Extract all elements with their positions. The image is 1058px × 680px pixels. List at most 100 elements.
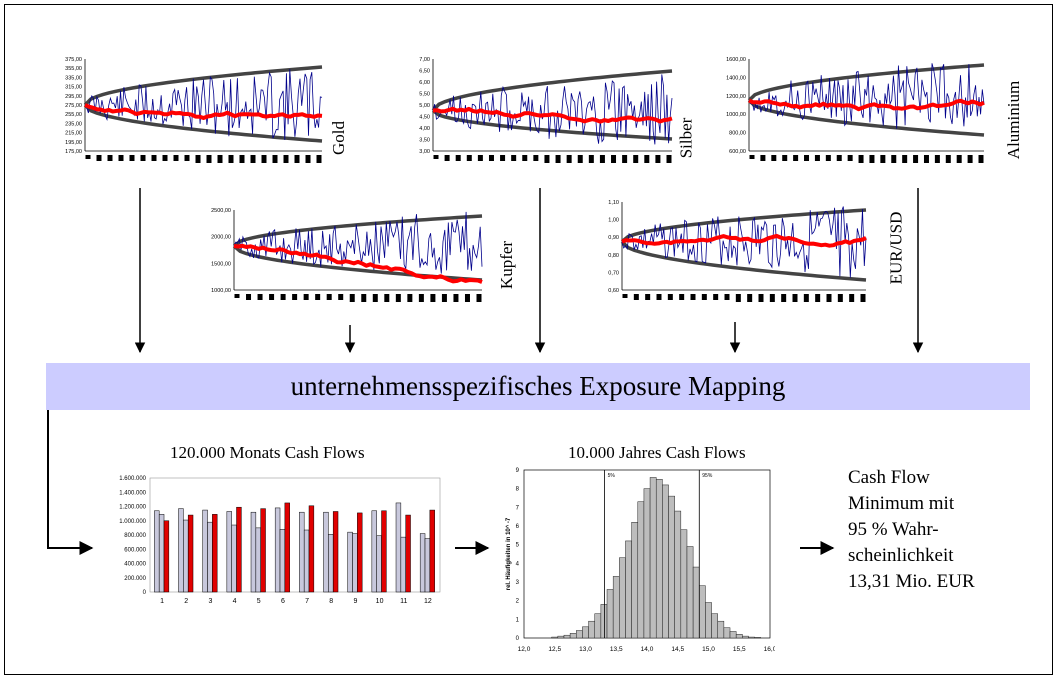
expected-price-path (432, 106, 673, 124)
x-tick-mark (455, 155, 461, 161)
y-tick-label: 1 (516, 617, 520, 623)
x-tick-mark (257, 294, 263, 300)
y-tick-label: 215,00 (65, 131, 82, 137)
histogram-bar (649, 477, 657, 639)
y-tick-label: 255,00 (65, 112, 82, 118)
x-tick-mark (735, 294, 741, 302)
x-tick-label: 3 (208, 598, 212, 605)
x-tick-mark (433, 155, 439, 159)
x-tick-mark (967, 155, 973, 163)
monthly-chart-title: 120.000 Monats Cash Flows (170, 443, 365, 462)
x-tick-mark (769, 294, 775, 302)
simulated-price-path (84, 69, 323, 141)
x-tick-mark (407, 294, 413, 302)
result-text: Cash Flow Minimum mit 95 % Wahr- scheinl… (848, 465, 975, 595)
x-tick-label: 9 (353, 598, 357, 605)
x-tick-label: 12,5 (548, 646, 561, 653)
x-tick-label: 7 (305, 598, 309, 605)
bar (274, 507, 281, 593)
bar (419, 533, 426, 593)
x-tick-mark (269, 294, 275, 300)
bar (154, 510, 160, 593)
x-tick-mark (294, 155, 300, 163)
histogram-bar (692, 566, 700, 639)
result-line-5: 13,31 Mio. EUR (848, 571, 975, 592)
y-tick-label: 235,00 (65, 121, 82, 127)
y-tick-label: 0,60 (608, 288, 619, 294)
x-tick-mark (837, 294, 843, 302)
y-tick-label: 1600,00 (726, 57, 746, 63)
y-tick-label: 1000,00 (726, 112, 746, 118)
gold-label: Gold (329, 121, 348, 155)
yearly-cashflow-histogram: 9 8 7 6 5 4 3 2 1 0 rel. Häufigkeiten in 10^ -7 12,… (506, 468, 775, 653)
bar (183, 519, 189, 593)
quantile-5-label: 5% (608, 473, 616, 479)
x-tick-mark (934, 155, 940, 163)
x-tick-mark (611, 155, 617, 163)
y-tick-label: 335,00 (65, 75, 82, 81)
x-tick-mark (430, 294, 436, 302)
bar (226, 511, 232, 593)
x-tick-label: 12 (424, 598, 432, 605)
kupfer-label: Kupfer (497, 240, 517, 290)
x-tick-mark (923, 155, 929, 163)
x-tick-mark (758, 294, 764, 302)
bar (405, 514, 411, 593)
x-tick-mark (234, 294, 240, 298)
x-tick-mark (633, 294, 639, 300)
x-tick-label: 2 (184, 598, 188, 605)
y-tick-label: 3,50 (419, 138, 430, 144)
bar (236, 506, 242, 593)
x-tick-mark (228, 155, 234, 163)
x-tick-label: 12,0 (518, 646, 531, 653)
x-tick-mark (956, 155, 962, 163)
x-tick-mark (184, 155, 190, 161)
y-tick-label: 2000,00 (211, 235, 231, 241)
y-tick-label: 9 (516, 468, 520, 474)
y-tick-label: 7,00 (419, 57, 430, 63)
x-tick-mark (566, 155, 572, 163)
y-tick-label: 5 (516, 543, 520, 549)
x-tick-label: 5 (257, 598, 261, 605)
x-tick-mark (280, 294, 286, 300)
histogram-bar (582, 626, 589, 639)
bar (279, 529, 286, 593)
y-tick-label: 4 (516, 561, 520, 567)
y-tick-label: 1,10 (608, 200, 619, 206)
bar (381, 510, 387, 593)
y-axis-label: rel. Häufigkeiten in 10^ -7 (506, 517, 512, 590)
histogram-bar (754, 637, 762, 639)
result-line-3: 95 % Wahr- (848, 519, 939, 540)
x-tick-mark (978, 155, 984, 163)
eurusd-price-chart: 1,10 1,00 0,90 0,80 0,70 0,60 (608, 200, 867, 302)
y-tick-label: 295,00 (65, 94, 82, 100)
bar (163, 520, 170, 593)
y-tick-label: 1200,00 (726, 94, 746, 100)
x-tick-label: 14,5 (671, 646, 684, 653)
bar (178, 508, 184, 593)
x-tick-mark (361, 294, 367, 302)
x-tick-mark (644, 155, 650, 163)
x-tick-mark (902, 155, 908, 163)
bar (284, 502, 290, 593)
x-tick-mark (246, 294, 252, 300)
histogram-bar (699, 585, 706, 639)
bar (347, 531, 353, 593)
histogram-bar (686, 546, 694, 639)
y-tick-label: 315,00 (65, 85, 82, 91)
histogram-bar (588, 620, 595, 639)
x-tick-mark (151, 155, 157, 161)
plot-area (149, 477, 441, 593)
histogram-bar (742, 635, 749, 639)
x-tick-mark (384, 294, 390, 302)
y-tick-label: 400.000 (124, 562, 146, 568)
x-tick-mark (849, 294, 855, 302)
bar (308, 505, 315, 593)
bar (424, 538, 431, 593)
x-tick-mark (860, 294, 866, 302)
lower-confidence-band (620, 240, 867, 282)
histogram-bar (606, 589, 614, 639)
y-tick-label: 0 (516, 636, 520, 642)
x-tick-mark (655, 155, 661, 163)
x-tick-label: 6 (281, 598, 285, 605)
